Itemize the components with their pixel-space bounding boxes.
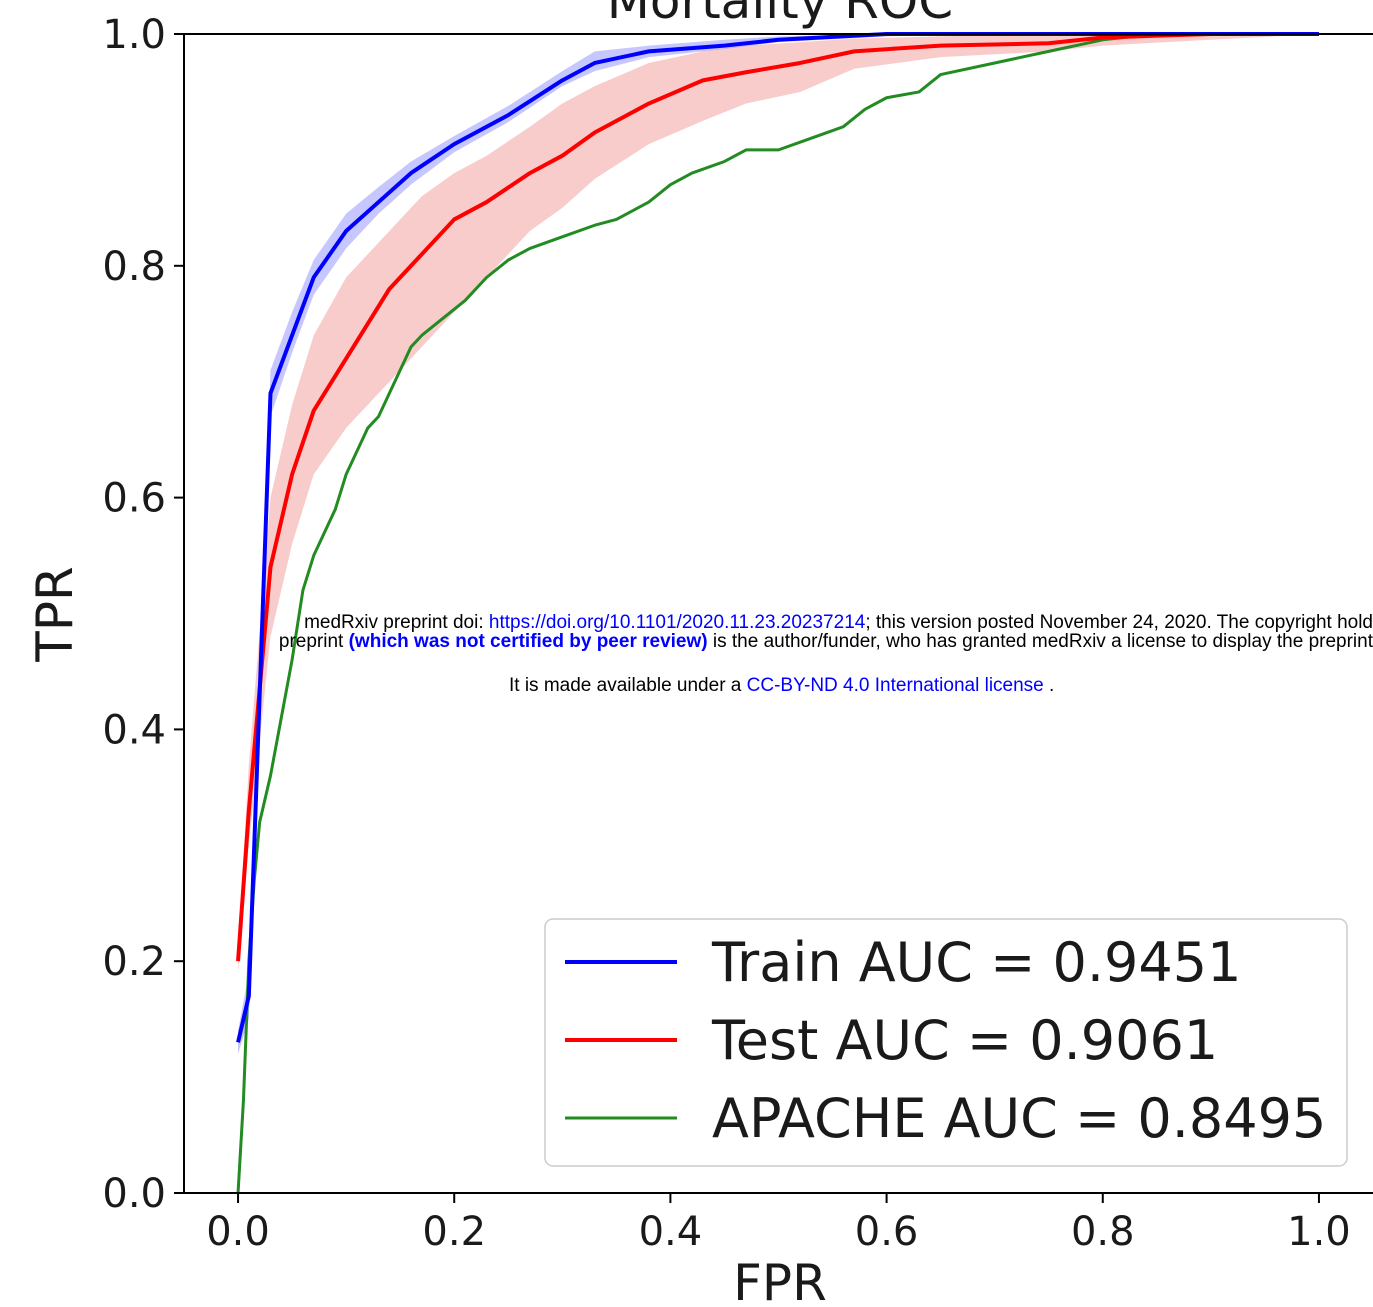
legend-box xyxy=(544,918,1348,1167)
confidence-band-0 xyxy=(238,34,1319,1054)
preprint-banner-line3: It is made available under a CC-BY-ND 4.… xyxy=(509,675,1054,697)
doi-link[interactable]: https://doi.org/10.1101/2020.11.23.20237… xyxy=(488,612,866,633)
banner-line2-suffix: is the author/funder, who has granted me… xyxy=(707,631,1373,652)
x-tick-label: 0.0 xyxy=(206,1209,270,1255)
x-tick-label: 0.6 xyxy=(855,1209,919,1255)
y-axis-title: TPR xyxy=(26,566,84,662)
preprint-banner-line2: preprint (which was not certified by pee… xyxy=(279,631,1373,653)
y-tick-label: 0.0 xyxy=(102,1171,166,1217)
banner-line1-suffix: ; this version posted November 24, 2020.… xyxy=(865,612,1373,633)
series-line-2 xyxy=(236,32,1319,1194)
preprint-banner-line1: medRxiv preprint doi: https://doi.org/10… xyxy=(304,612,1373,634)
banner-line2-prefix: preprint xyxy=(278,631,349,652)
x-tick-label: 0.2 xyxy=(422,1209,486,1255)
x-tick-label: 0.4 xyxy=(639,1209,703,1255)
y-tick-label: 1.0 xyxy=(102,12,166,58)
x-axis-title: FPR xyxy=(733,1254,827,1307)
license-link[interactable]: CC-BY-ND 4.0 International license xyxy=(746,675,1044,696)
series-line-0 xyxy=(236,32,1319,1043)
not-peer-reviewed-note: (which was not certified by peer review) xyxy=(348,631,708,652)
legend-label-2: APACHE AUC = 0.8495 xyxy=(712,1087,1326,1150)
legend-label-1: Test AUC = 0.9061 xyxy=(711,1009,1218,1072)
legend: Train AUC = 0.9451 Test AUC = 0.9061 APACH… xyxy=(544,918,1348,1167)
chart-title: Mortality ROC xyxy=(607,0,953,30)
y-tick-label: 0.8 xyxy=(102,244,166,290)
y-tick-label: 0.4 xyxy=(102,707,166,753)
y-tick-label: 0.6 xyxy=(102,476,166,522)
banner-line3-prefix: It is made available under a xyxy=(509,675,747,696)
banner-line3-suffix: . xyxy=(1043,675,1055,696)
banner-line1-prefix: medRxiv preprint doi: xyxy=(304,612,489,633)
axes: 0.0 0.2 0.4 0.6 0.8 1.0 0.0 0.2 0.4 0.6 0.8 1.0 xyxy=(102,12,1373,1255)
legend-label-0: Train AUC = 0.9451 xyxy=(711,931,1241,994)
x-tick-label: 0.8 xyxy=(1071,1209,1135,1255)
y-tick-label: 0.2 xyxy=(102,939,166,985)
series-line-1 xyxy=(236,32,1319,962)
x-tick-label: 1.0 xyxy=(1287,1209,1351,1255)
